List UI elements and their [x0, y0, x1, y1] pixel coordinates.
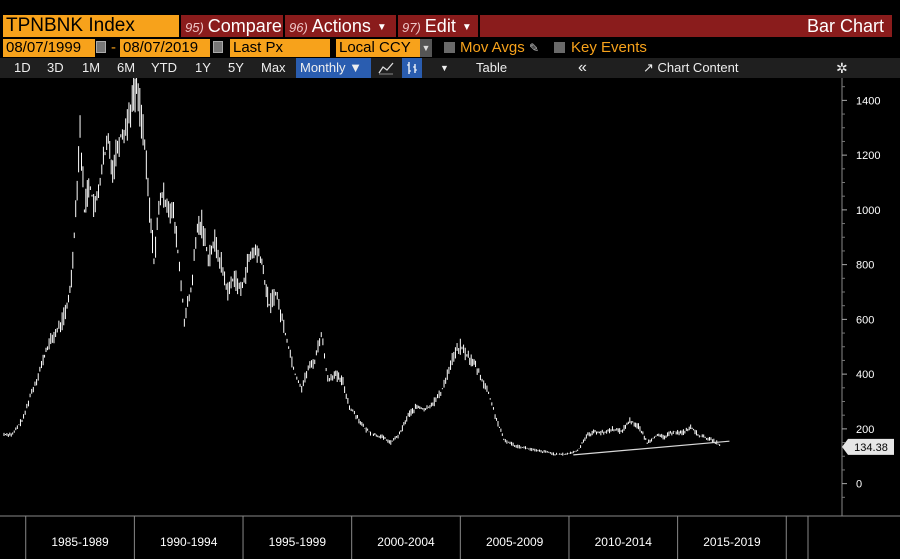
range-6m[interactable]: 6M — [117, 60, 136, 75]
range-5y[interactable]: 5Y — [228, 60, 244, 75]
x-tick-label: 2015-2019 — [703, 535, 761, 549]
y-tick-label: 600 — [856, 314, 874, 326]
pencil-icon[interactable]: ✎ — [529, 41, 540, 55]
mov-avgs-label[interactable]: Mov Avgs — [460, 39, 525, 56]
key-events-label[interactable]: Key Events — [571, 39, 647, 56]
trendline — [573, 440, 730, 456]
line-chart-icon[interactable] — [378, 58, 398, 78]
edit-menu-number: 97) — [402, 20, 421, 35]
y-tick-label: 1200 — [856, 150, 880, 162]
mov-avgs-checkbox[interactable] — [444, 42, 455, 53]
end-date-field[interactable]: 08/07/2019 — [120, 39, 210, 57]
chart-style-dropdown-icon[interactable]: ▼ — [440, 63, 449, 73]
x-tick-label: 1990-1994 — [160, 535, 218, 549]
edit-menu-label: Edit — [424, 16, 456, 36]
range-3d[interactable]: 3D — [47, 60, 64, 75]
edit-menu[interactable]: 97) Edit ▼ — [398, 15, 478, 37]
x-tick-label: 1995-1999 — [269, 535, 327, 549]
date-separator: - — [111, 39, 116, 56]
title-bar: TPNBNK Index 95) Compare 96) Actions ▼ 97) E… — [0, 0, 900, 38]
chart-content-label: Chart Content — [657, 60, 739, 75]
period-caret-icon: ▼ — [349, 60, 363, 75]
actions-menu-label: Actions — [311, 16, 371, 36]
options-bar: 08/07/1999 - 08/07/2019 Last Px Local CC… — [0, 39, 900, 58]
x-tick-label: 2010-2014 — [595, 535, 653, 549]
range-1y[interactable]: 1Y — [195, 60, 211, 75]
x-tick-label: 2005-2009 — [486, 535, 544, 549]
period-selector[interactable]: Monthly ▼ — [296, 58, 371, 78]
compare-menu-number: 95) — [185, 20, 204, 35]
x-tick-label: 1985-1989 — [51, 535, 109, 549]
range-1d[interactable]: 1D — [14, 60, 31, 75]
range-ytd[interactable]: YTD — [151, 60, 177, 75]
y-tick-label: 1000 — [856, 205, 880, 217]
chart-content-icon: ↗ — [643, 60, 654, 75]
settings-gear-icon[interactable]: ✲ — [836, 60, 848, 76]
chart-type-title: Bar Chart — [480, 15, 892, 37]
last-price-marker — [842, 438, 894, 455]
actions-menu[interactable]: 96) Actions ▼ — [285, 15, 396, 37]
price-field[interactable]: Last Px — [230, 39, 330, 57]
chart-content-button[interactable]: ↗ Chart Content — [643, 58, 738, 78]
end-calendar-icon[interactable] — [213, 41, 223, 53]
y-tick-label: 1400 — [856, 95, 880, 107]
y-tick-label: 200 — [856, 424, 874, 436]
actions-menu-number: 96) — [289, 20, 308, 35]
table-button[interactable]: Table — [476, 60, 508, 75]
actions-caret-icon: ▼ — [376, 22, 387, 33]
start-date-field[interactable]: 08/07/1999 — [3, 39, 95, 57]
start-calendar-icon[interactable] — [96, 41, 106, 53]
price-chart[interactable]: 0 200 400 600 800 1000 1200 1400 1985-1989 1990-1… — [0, 78, 900, 559]
compare-menu[interactable]: 95) Compare — [181, 15, 283, 37]
y-tick-label: 400 — [856, 369, 874, 381]
compare-menu-label: Compare — [207, 16, 282, 36]
y-tick-label: 800 — [856, 260, 874, 272]
key-events-checkbox[interactable] — [554, 42, 565, 53]
range-max[interactable]: Max — [261, 60, 286, 75]
currency-field[interactable]: Local CCY — [336, 39, 420, 57]
security-field[interactable]: TPNBNK Index — [3, 15, 179, 37]
currency-dropdown-icon[interactable]: ▼ — [420, 39, 432, 57]
bar-chart-icon[interactable] — [402, 58, 422, 78]
collapse-button[interactable]: « — [578, 59, 587, 76]
last-price-label: 134.38 — [854, 442, 888, 454]
period-label: Monthly — [300, 60, 346, 75]
x-tick-label: 2000-2004 — [377, 535, 435, 549]
toolbar: 1D 3D 1M 6M YTD 1Y 5Y Max Monthly ▼ ▼ Ta… — [0, 58, 900, 78]
range-1m[interactable]: 1M — [82, 60, 101, 75]
y-tick-label: 0 — [856, 479, 862, 491]
edit-caret-icon: ▼ — [461, 22, 472, 33]
